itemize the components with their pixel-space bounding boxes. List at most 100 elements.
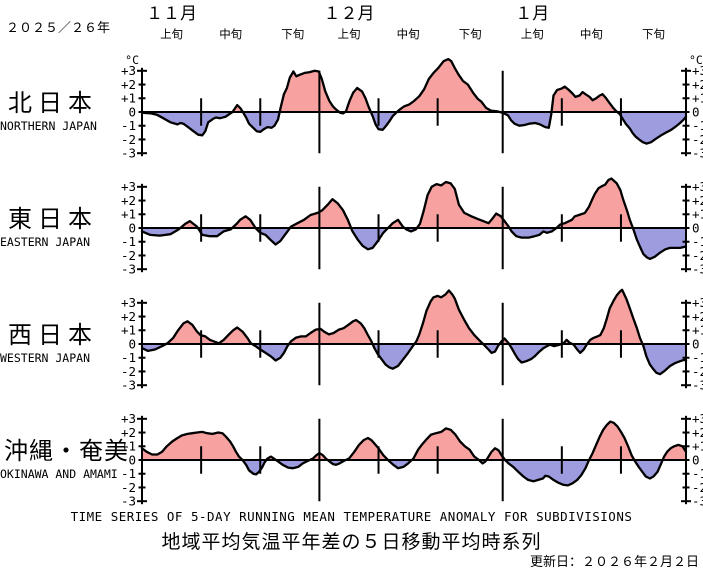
y-axis-label: +2 <box>692 77 703 92</box>
y-axis-label: -1 <box>121 350 136 365</box>
month-label: １月 <box>515 4 549 24</box>
update-date-label: 更新日：２０２６年２月２日 <box>529 555 699 570</box>
region-name-jp: 東日本 <box>8 205 98 233</box>
y-axis-label: +2 <box>121 309 136 324</box>
region-row-western-japan: 西日本 WESTERN JAPAN <box>0 321 140 366</box>
region-name-jp: 西日本 <box>8 321 98 349</box>
negative-anomaly-area <box>142 460 686 486</box>
y-axis-label: +1 <box>121 91 136 106</box>
y-axis-label: +3 <box>692 179 703 194</box>
month-label: １２月 <box>323 4 374 24</box>
positive-anomaly-area <box>142 289 686 344</box>
y-axis-label: +2 <box>121 425 136 440</box>
y-axis-label: -2 <box>121 480 136 495</box>
y-axis-label: +1 <box>121 207 136 222</box>
season-year-label: ２０２５／２６年 <box>6 21 111 36</box>
chart-title-japanese: 地域平均気温平年差の５日移動平均時系列 <box>161 531 542 553</box>
unit-degc-label: °C <box>125 53 139 67</box>
panel-eastern-japan <box>137 177 691 273</box>
positive-anomaly-area <box>142 421 686 460</box>
y-axis-label: -1 <box>692 466 703 481</box>
period-label: 中旬 <box>580 27 603 41</box>
y-axis-label: 0 <box>128 104 136 119</box>
region-name-en: EASTERN JAPAN <box>0 235 91 250</box>
anomaly-curve <box>140 420 688 487</box>
y-axis-label: -2 <box>692 132 703 147</box>
y-axis-label: -2 <box>692 364 703 379</box>
y-axis-label: -1 <box>692 350 703 365</box>
caption-english: TIME SERIES OF 5-DAY RUNNING MEAN TEMPER… <box>70 509 633 524</box>
y-axis-label: 0 <box>692 104 700 119</box>
y-axis-label: -3 <box>692 145 703 160</box>
y-axis-label: 0 <box>692 220 700 235</box>
region-name-en: WESTERN JAPAN <box>0 351 91 366</box>
y-axis-label: +3 <box>692 63 703 78</box>
y-axis-label: 0 <box>128 220 136 235</box>
y-axis-label: +2 <box>692 425 703 440</box>
y-axis-label: +2 <box>121 193 136 208</box>
y-axis-label: +1 <box>692 91 703 106</box>
month-label: １１月 <box>146 4 197 24</box>
panel-western-japan <box>137 288 691 389</box>
period-label: 下旬 <box>459 27 482 41</box>
period-label: 上旬 <box>160 27 183 41</box>
y-axis-label: -3 <box>692 261 703 276</box>
negative-anomaly-area <box>142 228 686 259</box>
negative-anomaly-area <box>142 344 686 375</box>
y-axis-label: +3 <box>121 295 136 310</box>
y-axis-label: -2 <box>121 248 136 263</box>
anomaly-curve <box>140 57 688 145</box>
y-axis-label: -3 <box>121 377 136 392</box>
panel-northern-japan <box>137 57 691 157</box>
region-name-jp: 沖縄・奄美 <box>4 437 129 465</box>
y-axis-label: +1 <box>692 439 703 454</box>
y-axis-label: +3 <box>121 63 136 78</box>
y-axis-label: +1 <box>692 207 703 222</box>
region-row-northern-japan: 北日本 NORTHERN JAPAN <box>0 89 140 134</box>
region-row-okinawa-amami: 沖縄・奄美 OKINAWA AND AMAMI <box>0 437 140 482</box>
y-axis-label: -3 <box>692 493 703 508</box>
y-axis-label: 0 <box>692 452 700 467</box>
y-axis-label: -2 <box>692 480 703 495</box>
y-axis-label: -1 <box>692 234 703 249</box>
y-axis-label: -1 <box>692 118 703 133</box>
y-axis-label: +2 <box>692 193 703 208</box>
period-label: 中旬 <box>397 27 420 41</box>
y-axis-label: 0 <box>692 336 700 351</box>
period-label: 下旬 <box>642 27 665 41</box>
region-row-eastern-japan: 東日本 EASTERN JAPAN <box>0 205 140 250</box>
y-axis-label: -3 <box>121 493 136 508</box>
y-axis-label: +2 <box>692 309 703 324</box>
y-axis-label: +1 <box>121 323 136 338</box>
y-axis-label: +2 <box>121 77 136 92</box>
period-label: 中旬 <box>219 27 242 41</box>
y-axis-label: +3 <box>692 411 703 426</box>
region-name-jp: 北日本 <box>8 89 98 117</box>
region-name-en: OKINAWA AND AMAMI <box>0 467 118 482</box>
y-axis-label: -2 <box>121 132 136 147</box>
unit-degc-label: °C <box>689 53 703 67</box>
period-label: 下旬 <box>281 27 304 41</box>
y-axis-label: +3 <box>121 179 136 194</box>
y-axis-label: -1 <box>121 466 136 481</box>
positive-anomaly-area <box>142 178 686 228</box>
y-axis-label: 0 <box>128 452 136 467</box>
y-axis-label: -2 <box>121 364 136 379</box>
y-axis-label: +3 <box>692 295 703 310</box>
period-label: 上旬 <box>521 27 544 41</box>
region-name-en: NORTHERN JAPAN <box>0 119 97 134</box>
y-axis-label: -3 <box>121 261 136 276</box>
anomaly-curve <box>140 288 688 376</box>
y-axis-label: -1 <box>121 118 136 133</box>
y-axis-label: 0 <box>128 336 136 351</box>
anomaly-curve <box>140 177 688 261</box>
period-label: 上旬 <box>337 27 360 41</box>
y-axis-label: -1 <box>121 234 136 249</box>
y-axis-label: -3 <box>121 145 136 160</box>
y-axis-label: +1 <box>121 439 136 454</box>
y-axis-label: +3 <box>121 411 136 426</box>
y-axis-label: +1 <box>692 323 703 338</box>
y-axis-label: -2 <box>692 248 703 263</box>
